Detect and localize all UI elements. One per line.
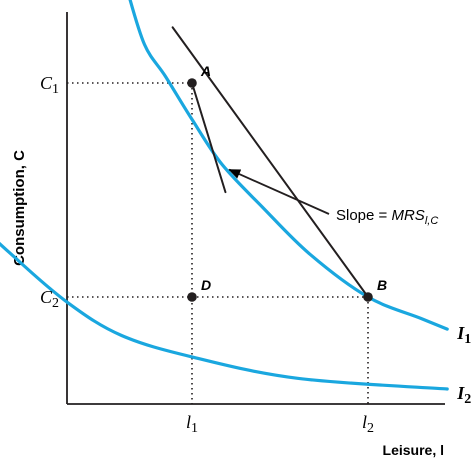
curve-labels: I1 I2 <box>456 323 471 407</box>
point-d <box>187 292 197 302</box>
indifference-curve-i1 <box>128 0 449 331</box>
line-a-to-b <box>171 26 369 298</box>
line-segments <box>171 26 369 298</box>
slope-annotation: Slope = MRSl,C <box>228 168 438 227</box>
point-label-a: A <box>200 63 211 79</box>
y-tick-c1: C1 <box>40 73 59 97</box>
indifference-curve-i2 <box>0 241 449 391</box>
point-a <box>187 78 197 88</box>
tangent-line-at-a <box>191 82 227 194</box>
indifference-curves <box>0 0 449 391</box>
x-tick-l2: l2 <box>362 412 374 436</box>
annotation-text: Slope = MRSl,C <box>336 207 438 227</box>
point-label-b: B <box>377 277 387 293</box>
curve-label-i1: I1 <box>456 323 471 347</box>
x-axis-title: Leisure, l <box>383 442 444 458</box>
curve-label-i2: I2 <box>456 383 471 407</box>
annotation-arrow <box>228 168 330 215</box>
marked-points: A B D <box>187 63 387 302</box>
point-label-d: D <box>201 277 211 293</box>
point-b <box>363 292 373 302</box>
y-tick-c2: C2 <box>40 287 59 311</box>
x-tick-l1: l1 <box>186 412 198 436</box>
guide-lines <box>67 82 369 404</box>
y-axis-title: Consumption, C <box>11 150 28 266</box>
